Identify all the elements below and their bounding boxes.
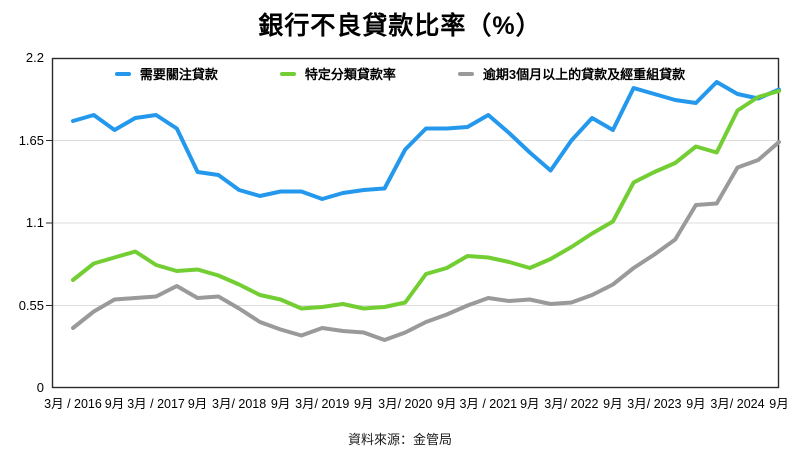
- series-line-1: [71, 89, 781, 311]
- y-axis-tick-label: 1.1: [25, 215, 44, 230]
- x-axis-tick-label: 9月: [104, 397, 125, 411]
- y-axis-tick-label: 0: [36, 380, 44, 395]
- x-axis-tick-label: 9月: [686, 397, 706, 411]
- x-axis-tick-label: 9月: [187, 397, 208, 411]
- legend-label-classified-loans: 特定分類貸款率: [304, 67, 396, 82]
- legend-swatch-blue: [114, 71, 131, 76]
- series-line-0: [71, 80, 781, 201]
- x-axis-tick-label: 9月: [520, 397, 540, 411]
- x-axis-tick-label: 9月: [603, 397, 623, 411]
- x-axis-tick-label: 3月/ 2020: [378, 397, 433, 411]
- x-axis-tick-label: 9月: [353, 397, 374, 411]
- x-axis-tick-label: 3月/ 2018: [212, 397, 267, 411]
- x-axis-tick-label: 9月: [437, 397, 457, 411]
- source-note: 資料來源：金管局: [347, 432, 452, 447]
- legend-swatch-green: [279, 71, 296, 76]
- legend-item-overdue-rescheduled-loans: 逾期3個月以上的貸款及經重組貸款: [457, 64, 686, 83]
- x-axis-tick-label: 3月/ 2019: [295, 397, 350, 411]
- line-chart-svg: [46, 57, 781, 389]
- x-axis-labels: 3月 / 2016 9月 3月 / 2017 9月 3月/ 2018 9月 3月/ 2019…: [44, 393, 789, 413]
- x-axis-tick-label: 3月 / 2016: [44, 397, 102, 411]
- x-axis-tick-label: 3月/ 2024: [710, 397, 765, 411]
- plot-area: [46, 57, 781, 389]
- legend-label-special-mention-loans: 需要關注貸款: [139, 67, 218, 82]
- legend-swatch-gray: [457, 71, 474, 76]
- y-axis-tick-label: 0.55: [18, 297, 44, 313]
- x-axis-tick-label: 9月: [769, 397, 789, 411]
- y-axis-tick-label: 2.2: [25, 50, 44, 65]
- plot-border: [51, 57, 780, 389]
- series-line-2: [71, 140, 781, 342]
- x-axis-tick-label: 3月/ 2022: [544, 397, 599, 411]
- x-axis-tick-label: 3月/ 2023: [627, 397, 682, 411]
- x-axis-tick-label: 9月: [270, 397, 291, 411]
- legend-item-special-mention-loans: 需要關注貸款: [114, 64, 218, 83]
- y-axis-tick-label: 1.65: [18, 132, 44, 148]
- x-axis-tick-label: 3月 / 2017: [127, 397, 185, 411]
- legend-item-classified-loans: 特定分類貸款率: [279, 64, 396, 83]
- legend: 需要關注貸款 特定分類貸款率 逾期3個月以上的貸款及經重組貸款: [0, 64, 800, 83]
- chart-title: 銀行不良貸款比率（%）: [258, 12, 542, 40]
- legend-label-overdue-rescheduled-loans: 逾期3個月以上的貸款及經重組貸款: [482, 67, 686, 82]
- x-axis-tick-label: 3月 / 2021: [459, 397, 518, 411]
